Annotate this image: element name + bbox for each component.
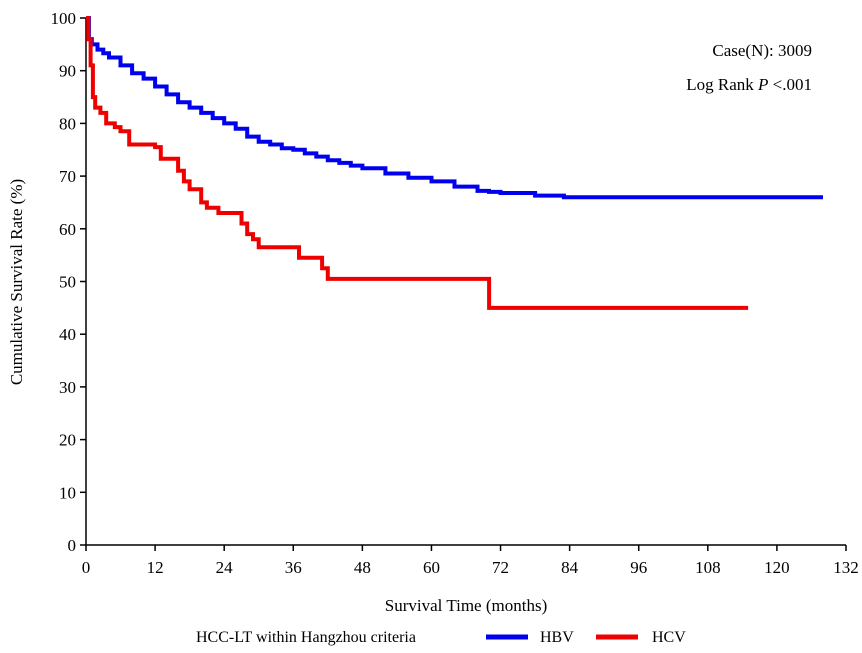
y-tick-label: 40: [59, 325, 76, 344]
y-tick-label: 20: [59, 431, 76, 450]
x-tick-label: 108: [695, 558, 721, 577]
legend-label-hcv: HCV: [652, 629, 686, 646]
y-tick-label: 50: [59, 273, 76, 292]
legend: HCC-LT within Hangzhou criteria HBV HCV: [196, 629, 686, 646]
y-tick-label: 60: [59, 220, 76, 239]
x-tick-label: 0: [82, 558, 91, 577]
x-tick-label: 60: [423, 558, 440, 577]
logrank-p: P: [757, 75, 768, 94]
y-tick-label: 70: [59, 167, 76, 186]
y-axis-title: Cumulative Survival Rate (%): [7, 179, 26, 385]
y-tick-label: 0: [68, 536, 77, 555]
axes: 0 10 20 30 40 50 60 70 80 90 100 0 12 24 36 48 60 72 84 96…: [51, 9, 859, 577]
series-line-hbv: [86, 16, 823, 200]
logrank-prefix: Log Rank: [686, 75, 758, 94]
x-tick-label: 36: [285, 558, 302, 577]
x-tick-label: 24: [216, 558, 234, 577]
series-line-hcv: [86, 16, 749, 310]
y-tick-label: 10: [59, 483, 76, 502]
legend-title: HCC-LT within Hangzhou criteria: [196, 629, 416, 646]
x-tick-label: 72: [492, 558, 509, 577]
y-tick-label: 100: [51, 9, 77, 28]
x-tick-label: 84: [561, 558, 579, 577]
case-count-label: Case(N): 3009: [712, 41, 812, 60]
x-tick-label: 132: [833, 558, 859, 577]
legend-label-hbv: HBV: [540, 629, 574, 646]
y-tick-label: 80: [59, 114, 76, 133]
series-layer: [86, 16, 823, 310]
x-tick-label: 12: [147, 558, 164, 577]
y-tick-label: 90: [59, 62, 76, 81]
y-ticks: 0 10 20 30 40 50 60 70 80 90 100: [51, 9, 86, 555]
x-tick-label: 96: [630, 558, 647, 577]
x-tick-label: 120: [764, 558, 790, 577]
y-tick-label: 30: [59, 378, 76, 397]
x-tick-label: 48: [354, 558, 371, 577]
x-ticks: 0 12 24 36 48 60 72 84 96 108 120 132: [82, 545, 859, 577]
logrank-label: Log Rank P <.001: [686, 75, 812, 94]
x-axis-title: Survival Time (months): [385, 596, 547, 615]
logrank-suffix: <.001: [768, 75, 812, 94]
